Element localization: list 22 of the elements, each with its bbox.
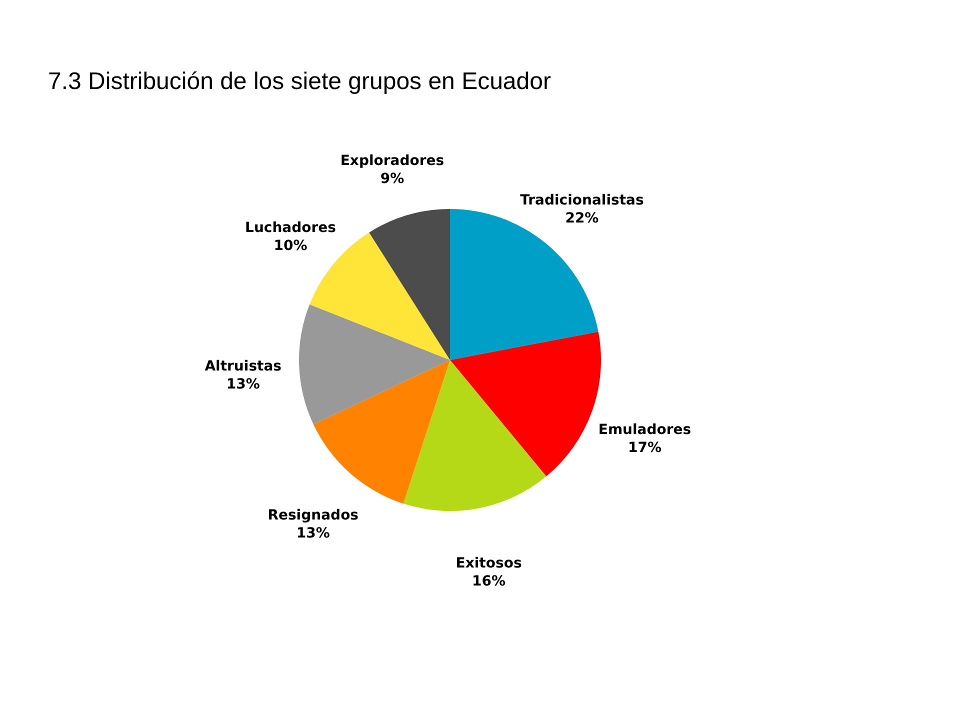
slice-label: Exploradores bbox=[340, 153, 444, 170]
slice-label: Emuladores bbox=[598, 422, 692, 438]
slice-label: Luchadores bbox=[245, 220, 336, 236]
data-label: 13% bbox=[296, 525, 330, 542]
chart-title: 7.3 Distribución de los siete grupos en Ecuador bbox=[48, 68, 551, 95]
data-label: 22% bbox=[565, 210, 599, 227]
pie-slice bbox=[299, 304, 450, 424]
slice-label: Tradicionalistas bbox=[520, 192, 644, 209]
slice-label: Exitosos bbox=[456, 555, 522, 572]
pie-slice bbox=[313, 360, 450, 504]
slice-label: Altruistas bbox=[204, 358, 282, 374]
data-label: 9% bbox=[380, 171, 404, 188]
pie-slice bbox=[450, 209, 598, 360]
data-label: 13% bbox=[226, 376, 260, 392]
pie-slice bbox=[450, 332, 601, 476]
data-label: 17% bbox=[628, 440, 662, 456]
data-label: 10% bbox=[274, 238, 308, 254]
pie-slice bbox=[310, 232, 450, 360]
slice-label: Resignados bbox=[268, 507, 359, 524]
pie-slice bbox=[403, 360, 546, 511]
pie-slice bbox=[369, 209, 450, 360]
data-label: 16% bbox=[472, 573, 506, 590]
